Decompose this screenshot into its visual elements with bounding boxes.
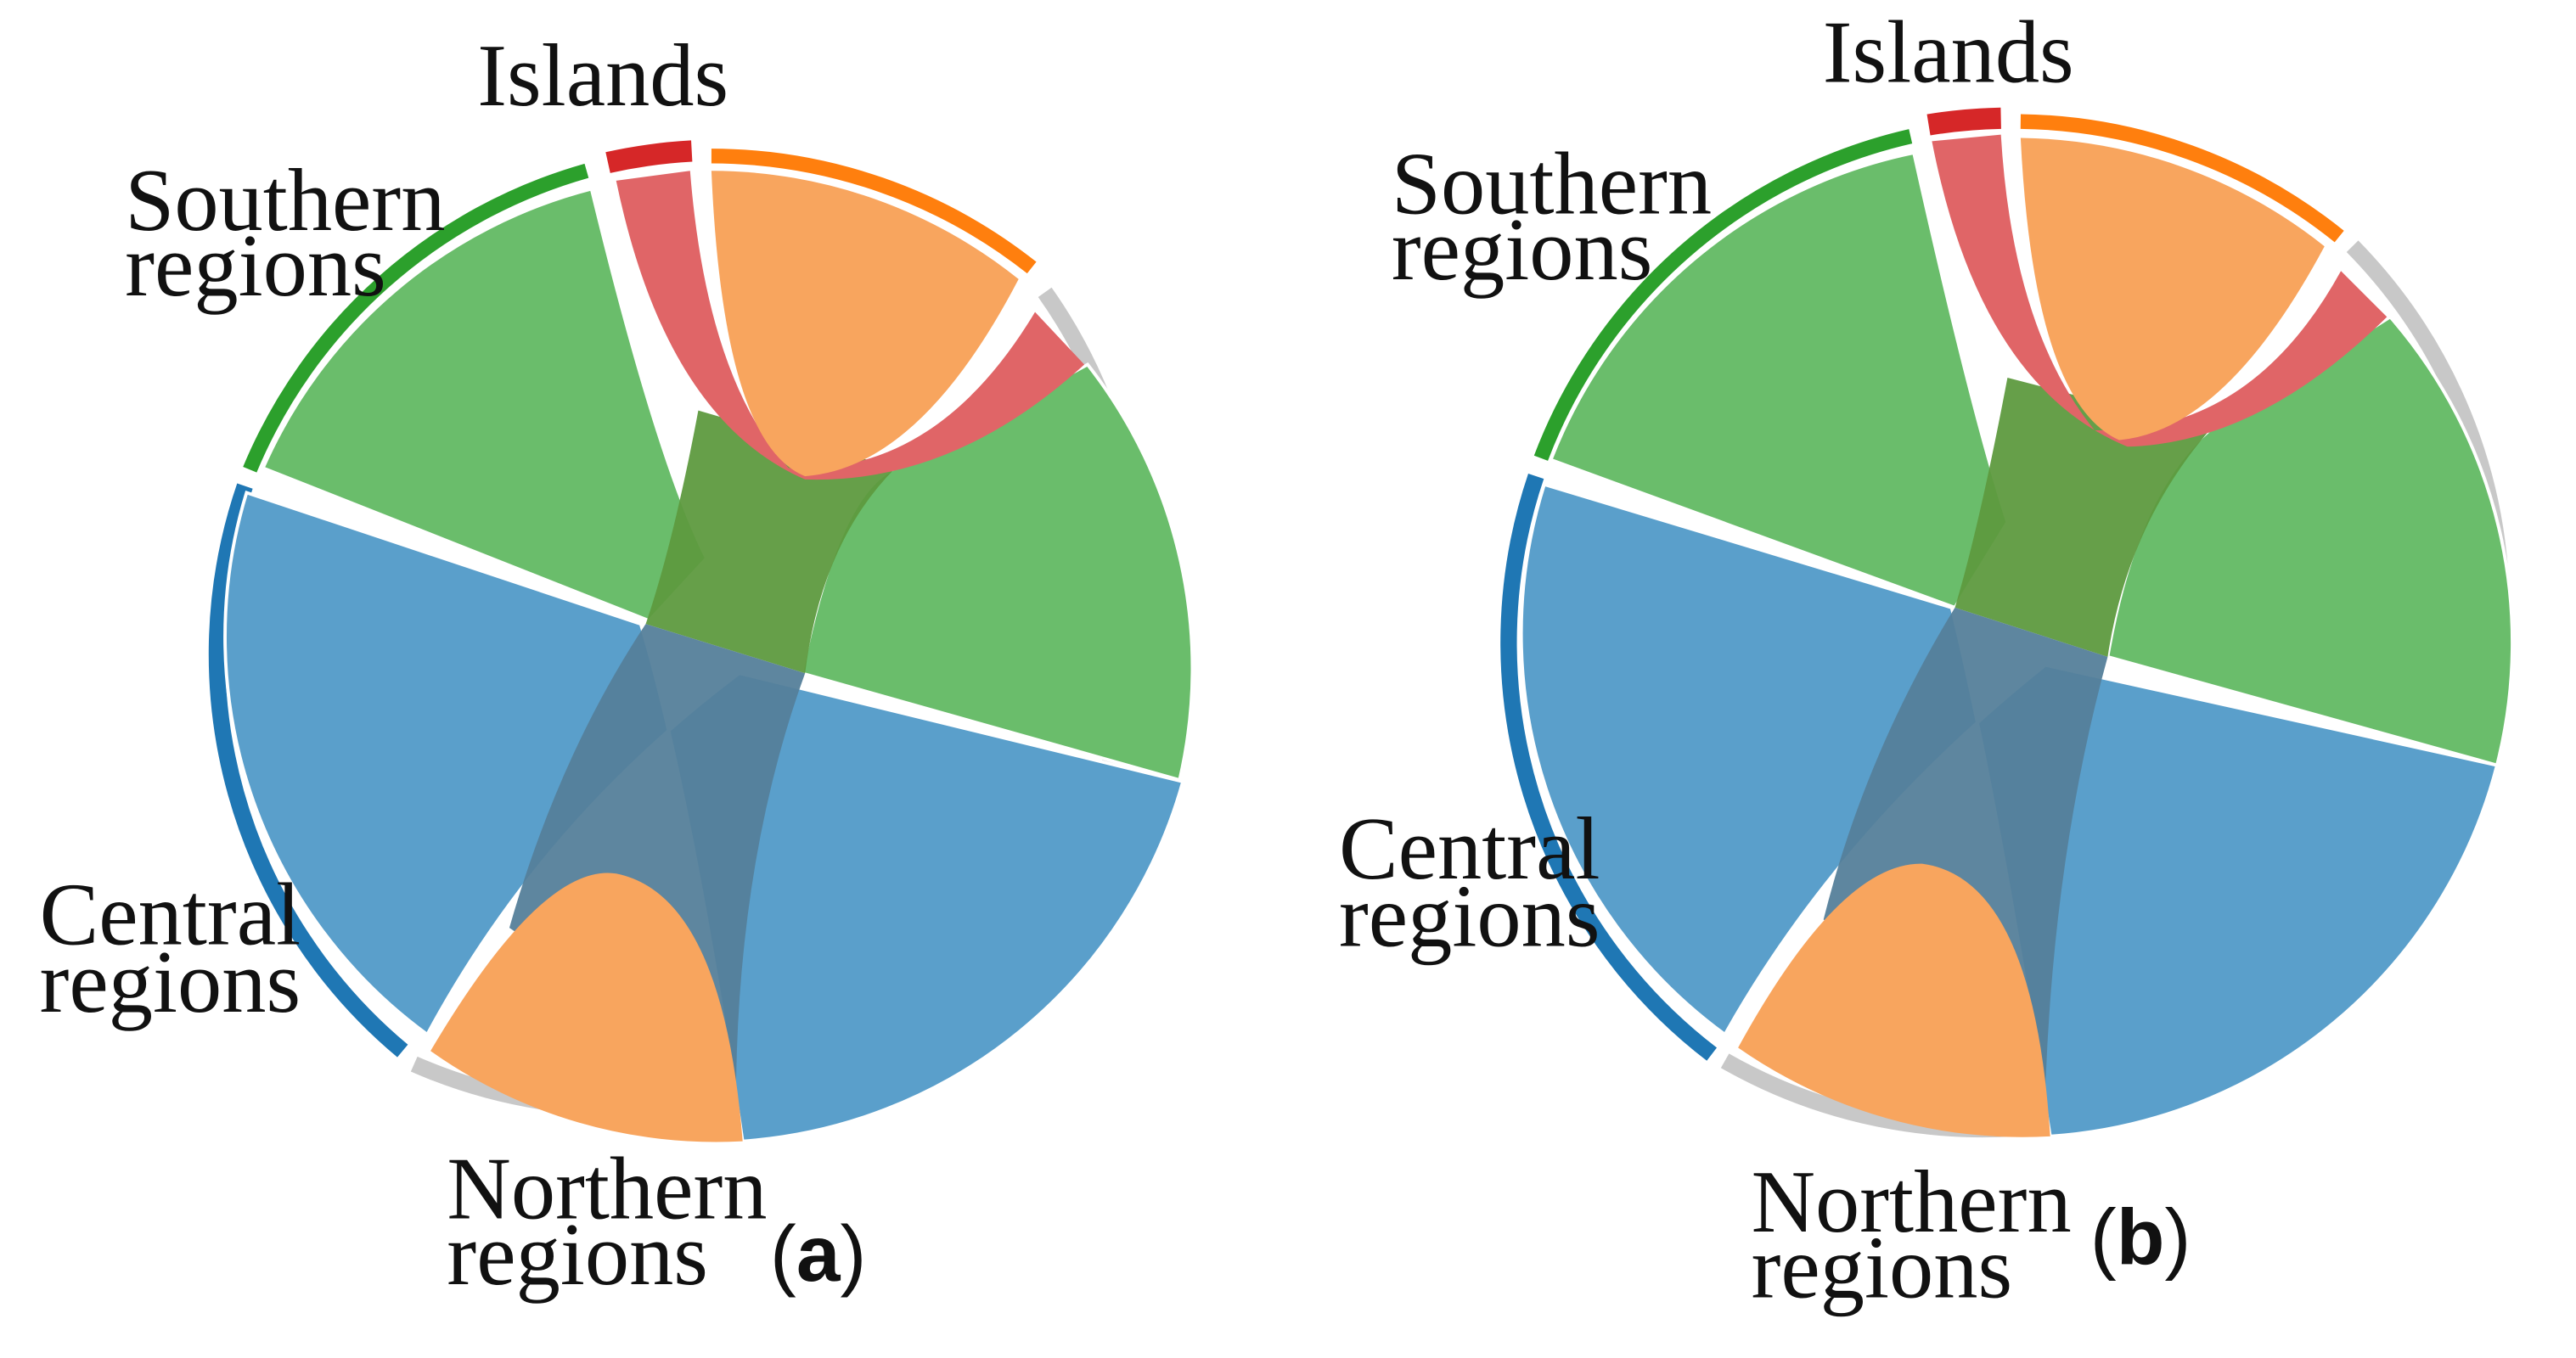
label-central-a: Central <box>40 865 301 963</box>
outer-arc-central-orange-b <box>2020 114 2344 243</box>
label-northern-a: Northern <box>447 1140 767 1238</box>
ribbon-islands-a <box>616 171 1085 480</box>
label-southern-a-line2: regions <box>125 216 386 315</box>
panel-label-a: (a) <box>770 1209 867 1298</box>
label-southern-a: Southern <box>125 151 445 250</box>
outer-arc-central-orange-a <box>711 149 1037 274</box>
ribbon-northern-top-a <box>711 171 1019 477</box>
ribbon-islands-b <box>1932 134 2388 447</box>
panel-label-b: (b) <box>2090 1193 2191 1282</box>
outer-arc-southern-b <box>1533 129 1913 461</box>
outer-arc-islands-b <box>1926 107 2002 136</box>
ribbon-southern-b <box>1549 150 2010 610</box>
chord-diagram-a <box>208 140 1195 1143</box>
outer-arc-islands-a <box>605 140 693 173</box>
label-southern-b: Southern <box>1392 135 1712 233</box>
label-southern-b-line2: regions <box>1392 200 1653 299</box>
outer-arc-central-a <box>208 483 408 1058</box>
label-central-b-line2: regions <box>1339 867 1600 965</box>
label-northern-b-line2: regions <box>1752 1218 2013 1316</box>
label-northern-a-line2: regions <box>447 1205 708 1304</box>
ribbon-cross-b <box>1954 377 2210 657</box>
chord-diagram-b <box>1347 0 2576 1180</box>
outer-arc-southern-a <box>243 163 589 473</box>
label-central-b: Central <box>1339 800 1600 898</box>
label-northern-b: Northern <box>1752 1153 2072 1251</box>
label-islands-a: Islands <box>477 26 728 125</box>
ribbon-northern-bottom-a <box>430 873 743 1142</box>
ribbon-northern-top-b <box>2020 137 2325 441</box>
ribbon-northern-bottom-b <box>1738 863 2050 1137</box>
label-islands-b: Islands <box>1823 3 2074 102</box>
label-central-a-line2: regions <box>40 933 301 1031</box>
outer-arc-central-b <box>1500 473 1718 1061</box>
ribbon-southern-a <box>261 187 709 623</box>
